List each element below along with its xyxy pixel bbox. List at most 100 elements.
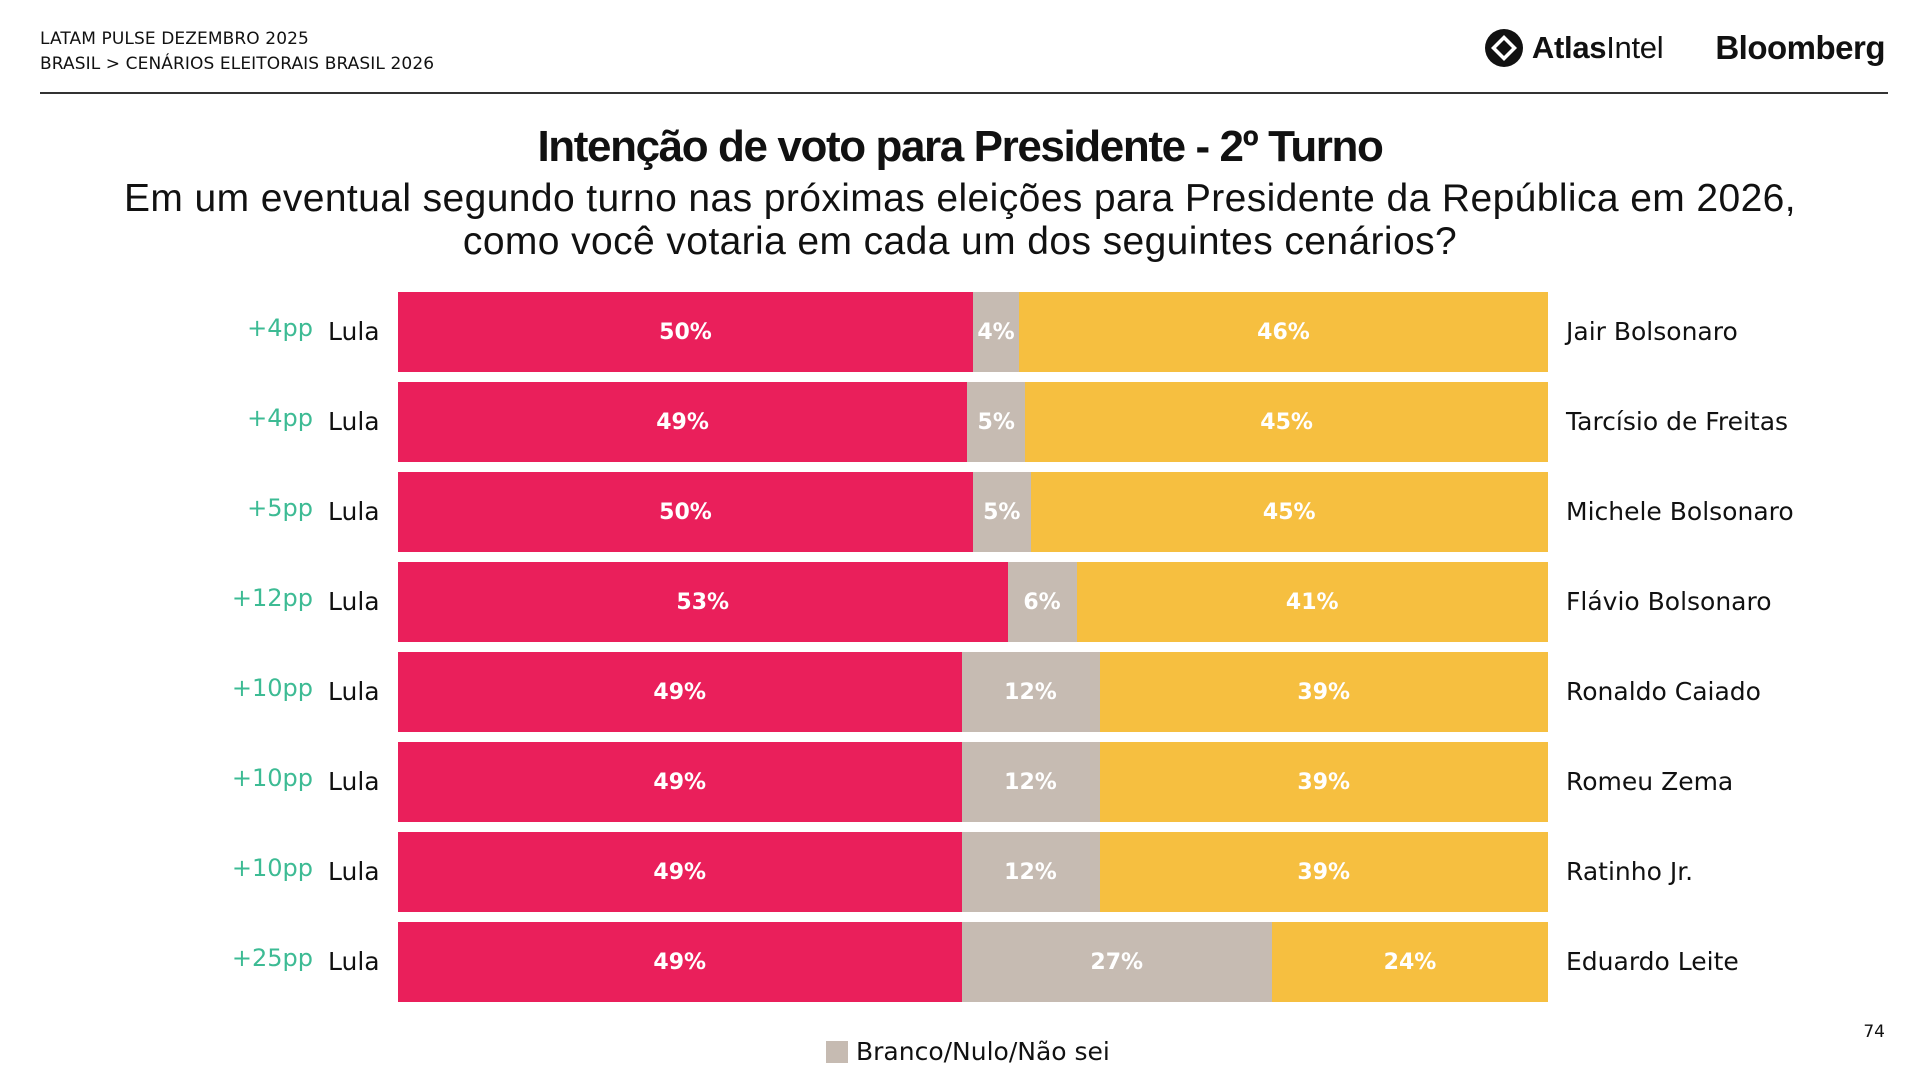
- logos: AtlasIntel Bloomberg: [1484, 22, 1885, 74]
- stacked-bar: 50% 4% 46%: [398, 292, 1548, 372]
- stacked-bar: 49% 12% 39%: [398, 742, 1548, 822]
- report-title: LATAM PULSE DEZEMBRO 2025: [40, 29, 309, 49]
- atlas-wordmark-rest: Intel: [1606, 30, 1664, 65]
- lead-margin-label: +4pp: [247, 404, 313, 432]
- bar-segment-opponent: 24%: [1272, 922, 1548, 1002]
- page-number: 74: [1863, 1022, 1885, 1042]
- candidate-opponent-label: Flávio Bolsonaro: [1566, 587, 1772, 616]
- breadcrumb-path: BRASIL > CENÁRIOS ELEITORAIS BRASIL 2026: [40, 54, 435, 74]
- stacked-bar: 49% 12% 39%: [398, 652, 1548, 732]
- data-label: 12%: [1004, 859, 1057, 885]
- data-label: 49%: [653, 859, 707, 885]
- candidate-lula-label: Lula: [328, 587, 380, 616]
- bar-segment-lula: 50%: [398, 292, 973, 372]
- lead-margin-label: +10pp: [231, 674, 313, 702]
- bar-segment-nulo: 12%: [961, 742, 1100, 822]
- header-breadcrumb: LATAM PULSE DEZEMBRO 2025 BRASIL > CENÁR…: [40, 27, 434, 77]
- atlasintel-mark-icon: [1484, 29, 1523, 67]
- candidate-opponent-label: Tarcísio de Freitas: [1566, 407, 1789, 436]
- data-label: 46%: [1257, 319, 1310, 345]
- scenario-row: +12pp Lula 53% 6% 41% Flávio Bolsonaro: [0, 562, 1920, 642]
- candidate-lula-label: Lula: [328, 857, 380, 886]
- data-label: 4%: [977, 319, 1015, 345]
- candidate-opponent-label: Eduardo Leite: [1566, 947, 1739, 976]
- data-label: 49%: [653, 949, 707, 975]
- chart-title: Intenção de voto para Presidente - 2º Tu…: [537, 122, 1383, 171]
- bar-segment-lula: 49%: [398, 382, 968, 462]
- lead-margin-label: +4pp: [247, 314, 313, 342]
- data-label: 49%: [653, 679, 707, 705]
- atlas-wordmark-bold: Atlas: [1531, 30, 1607, 65]
- stacked-bar: 53% 6% 41%: [398, 562, 1548, 642]
- bar-segment-opponent: 41%: [1076, 562, 1548, 642]
- candidate-opponent-label: Ratinho Jr.: [1566, 857, 1694, 886]
- scenario-row: +25pp Lula 49% 27% 24% Eduardo Leite: [0, 922, 1920, 1002]
- data-label: 6%: [1023, 589, 1061, 615]
- data-label: 5%: [983, 499, 1021, 525]
- candidate-lula-label: Lula: [328, 317, 380, 346]
- data-label: 41%: [1285, 589, 1339, 615]
- stacked-bar: 50% 5% 45%: [398, 472, 1548, 552]
- atlasintel-logo: AtlasIntel: [1484, 28, 1664, 68]
- lead-margin-label: +10pp: [231, 764, 313, 792]
- scenario-row: +4pp Lula 50% 4% 46% Jair Bolsonaro: [0, 292, 1920, 372]
- bar-segment-nulo: 5%: [973, 472, 1031, 552]
- chart-subtitle-line2: como você votaria em cada um dos seguint…: [462, 220, 1458, 263]
- data-label: 45%: [1262, 499, 1316, 525]
- scenario-row: +10pp Lula 49% 12% 39% Ratinho Jr.: [0, 832, 1920, 912]
- bar-segment-lula: 49%: [398, 832, 962, 912]
- lead-margin-label: +5pp: [247, 494, 313, 522]
- chart-subtitle-line1: Em um eventual segundo turno nas próxima…: [124, 177, 1796, 220]
- data-label: 39%: [1297, 769, 1351, 795]
- candidate-lula-label: Lula: [328, 497, 380, 526]
- candidate-opponent-label: Michele Bolsonaro: [1566, 497, 1794, 526]
- bar-segment-nulo: 27%: [961, 922, 1272, 1002]
- stacked-bar: 49% 12% 39%: [398, 832, 1548, 912]
- lead-margin-label: +12pp: [231, 584, 313, 612]
- data-label: 12%: [1004, 769, 1057, 795]
- scenario-row: +4pp Lula 49% 5% 45% Tarcísio de Freitas: [0, 382, 1920, 462]
- bar-segment-opponent: 46%: [1019, 292, 1548, 372]
- data-label: 49%: [653, 769, 707, 795]
- bar-segment-nulo: 12%: [961, 652, 1100, 732]
- stacked-bar: 49% 27% 24%: [398, 922, 1548, 1002]
- data-label: 27%: [1090, 949, 1144, 975]
- chart-legend: Branco/Nulo/Não sei: [826, 1037, 1110, 1066]
- data-label: 45%: [1260, 409, 1313, 435]
- data-label: 49%: [656, 409, 709, 435]
- legend-label-nulo: Branco/Nulo/Não sei: [856, 1037, 1110, 1066]
- candidate-opponent-label: Romeu Zema: [1566, 767, 1734, 796]
- data-label: 53%: [676, 589, 730, 615]
- bloomberg-logo: Bloomberg: [1715, 29, 1885, 66]
- bar-segment-nulo: 5%: [967, 382, 1026, 462]
- bar-segment-nulo: 6%: [1007, 562, 1077, 642]
- bar-segment-opponent: 45%: [1030, 472, 1548, 552]
- lead-margin-label: +10pp: [231, 854, 313, 882]
- data-label: 50%: [659, 499, 712, 525]
- scenario-row: +10pp Lula 49% 12% 39% Ronaldo Caiado: [0, 652, 1920, 732]
- bar-segment-nulo: 12%: [961, 832, 1100, 912]
- legend-swatch-nulo: [826, 1040, 848, 1063]
- candidate-lula-label: Lula: [328, 767, 380, 796]
- bar-segment-opponent: 39%: [1099, 832, 1548, 912]
- stacked-bar: 49% 5% 45%: [398, 382, 1548, 462]
- bar-segment-nulo: 4%: [973, 292, 1019, 372]
- data-label: 50%: [659, 319, 712, 345]
- candidate-lula-label: Lula: [328, 677, 380, 706]
- candidate-lula-label: Lula: [328, 947, 380, 976]
- scenario-row: +10pp Lula 49% 12% 39% Romeu Zema: [0, 742, 1920, 822]
- data-label: 39%: [1297, 859, 1351, 885]
- lead-margin-label: +25pp: [231, 944, 313, 972]
- candidate-opponent-label: Jair Bolsonaro: [1566, 317, 1738, 346]
- bar-segment-opponent: 39%: [1099, 742, 1548, 822]
- bar-segment-opponent: 45%: [1025, 382, 1548, 462]
- scenario-row: +5pp Lula 50% 5% 45% Michele Bolsonaro: [0, 472, 1920, 552]
- bar-segment-lula: 49%: [398, 742, 962, 822]
- header-divider: [40, 92, 1888, 94]
- bar-segment-lula: 53%: [398, 562, 1008, 642]
- bar-segment-lula: 49%: [398, 922, 962, 1002]
- data-label: 39%: [1297, 679, 1351, 705]
- bar-segment-lula: 49%: [398, 652, 962, 732]
- bar-segment-lula: 50%: [398, 472, 973, 552]
- data-label: 12%: [1004, 679, 1057, 705]
